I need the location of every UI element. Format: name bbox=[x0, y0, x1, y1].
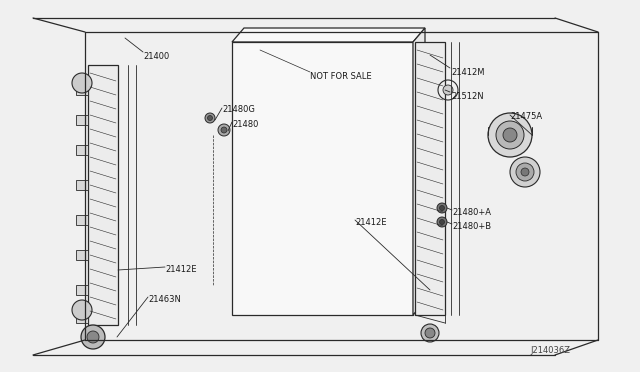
Bar bbox=[76, 180, 88, 190]
Text: 21475A: 21475A bbox=[510, 112, 542, 121]
Circle shape bbox=[488, 113, 532, 157]
Circle shape bbox=[421, 324, 439, 342]
Circle shape bbox=[425, 328, 435, 338]
Bar bbox=[76, 85, 88, 95]
Circle shape bbox=[440, 219, 445, 224]
Circle shape bbox=[521, 168, 529, 176]
Circle shape bbox=[440, 205, 445, 211]
Bar bbox=[88, 65, 118, 325]
Circle shape bbox=[205, 113, 215, 123]
Text: 21480G: 21480G bbox=[222, 105, 255, 114]
Text: J214036Z: J214036Z bbox=[530, 346, 570, 355]
Bar bbox=[232, 42, 413, 315]
Bar bbox=[76, 115, 88, 125]
Polygon shape bbox=[413, 28, 425, 315]
Text: 21412E: 21412E bbox=[165, 265, 196, 274]
Circle shape bbox=[87, 331, 99, 343]
Text: 21480: 21480 bbox=[232, 120, 259, 129]
Bar bbox=[76, 250, 88, 260]
Circle shape bbox=[516, 163, 534, 181]
Circle shape bbox=[207, 115, 212, 121]
Circle shape bbox=[72, 73, 92, 93]
Text: 21480+A: 21480+A bbox=[452, 208, 491, 217]
Circle shape bbox=[218, 124, 230, 136]
Text: 21400: 21400 bbox=[143, 52, 169, 61]
Circle shape bbox=[437, 217, 447, 227]
Polygon shape bbox=[232, 28, 425, 42]
Circle shape bbox=[72, 300, 92, 320]
Text: NOT FOR SALE: NOT FOR SALE bbox=[310, 72, 372, 81]
Circle shape bbox=[510, 157, 540, 187]
Text: 21480+B: 21480+B bbox=[452, 222, 491, 231]
Bar bbox=[76, 313, 88, 323]
Bar bbox=[76, 215, 88, 225]
Circle shape bbox=[496, 121, 524, 149]
Text: 21412E: 21412E bbox=[355, 218, 387, 227]
Bar bbox=[76, 285, 88, 295]
Text: 21412M: 21412M bbox=[451, 68, 484, 77]
Text: 21463N: 21463N bbox=[148, 295, 181, 304]
Bar bbox=[415, 42, 445, 315]
Circle shape bbox=[443, 85, 453, 95]
Circle shape bbox=[221, 127, 227, 133]
Circle shape bbox=[81, 325, 105, 349]
Circle shape bbox=[503, 128, 517, 142]
Circle shape bbox=[437, 203, 447, 213]
Text: 21512N: 21512N bbox=[451, 92, 484, 101]
Bar bbox=[76, 145, 88, 155]
